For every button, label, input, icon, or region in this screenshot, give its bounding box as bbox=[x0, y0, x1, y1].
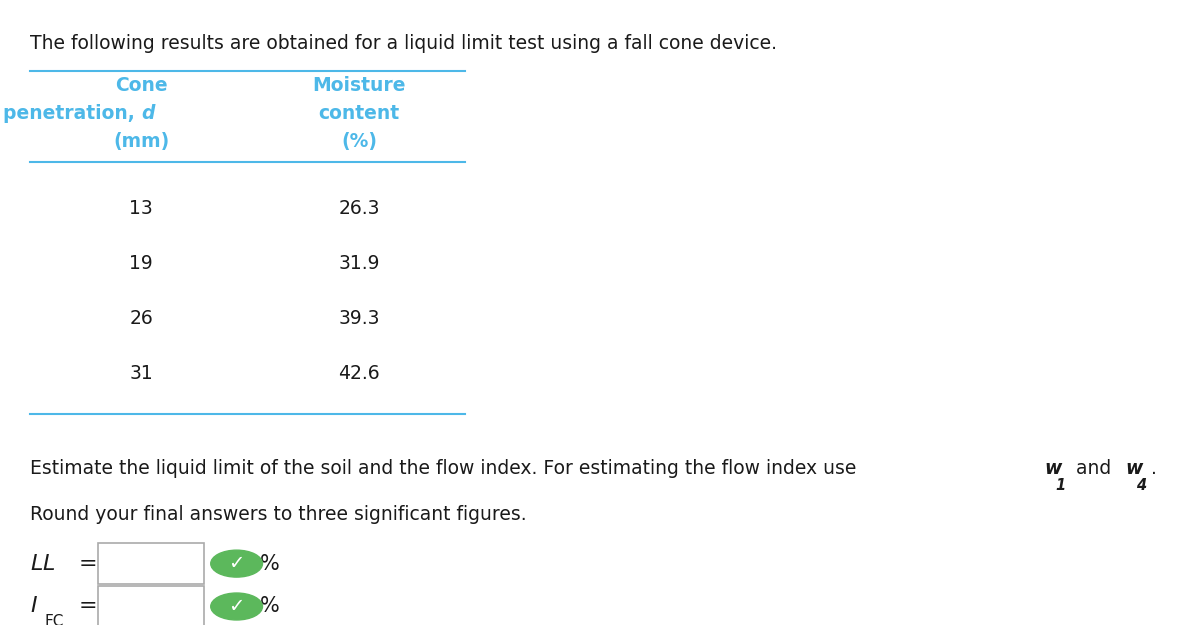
Text: 4: 4 bbox=[1136, 478, 1146, 493]
Text: Round your final answers to three significant figures.: Round your final answers to three signif… bbox=[30, 505, 527, 524]
Text: content: content bbox=[318, 104, 400, 123]
Text: and: and bbox=[1070, 459, 1117, 478]
Text: Estimate the liquid limit of the soil and the flow index. For estimating the flo: Estimate the liquid limit of the soil an… bbox=[30, 459, 862, 478]
FancyBboxPatch shape bbox=[98, 542, 204, 584]
Text: ✓: ✓ bbox=[228, 554, 245, 573]
Text: 26: 26 bbox=[130, 309, 154, 328]
Text: 31: 31 bbox=[130, 364, 154, 383]
Circle shape bbox=[211, 550, 263, 577]
Text: The following results are obtained for a liquid limit test using a fall cone dev: The following results are obtained for a… bbox=[30, 34, 776, 52]
Text: Moisture: Moisture bbox=[312, 76, 406, 96]
Text: =: = bbox=[79, 596, 97, 616]
Text: 13: 13 bbox=[130, 199, 154, 218]
Text: .: . bbox=[1151, 459, 1157, 478]
Text: ✓: ✓ bbox=[228, 597, 245, 616]
Text: (mm): (mm) bbox=[113, 131, 169, 151]
Text: 19: 19 bbox=[130, 254, 154, 273]
Text: =: = bbox=[79, 554, 97, 574]
Circle shape bbox=[211, 593, 263, 620]
Text: (%): (%) bbox=[341, 131, 377, 151]
Text: FC: FC bbox=[44, 614, 65, 625]
Text: $I$: $I$ bbox=[30, 596, 37, 616]
Text: w: w bbox=[1124, 459, 1142, 478]
Text: 1: 1 bbox=[1055, 478, 1066, 493]
Text: w: w bbox=[1044, 459, 1061, 478]
Text: 26.3: 26.3 bbox=[338, 199, 379, 218]
Text: Cone: Cone bbox=[115, 76, 168, 96]
Text: %: % bbox=[260, 554, 280, 574]
Text: penetration,: penetration, bbox=[4, 104, 142, 123]
Text: 39.3: 39.3 bbox=[338, 309, 379, 328]
Text: %: % bbox=[260, 596, 280, 616]
FancyBboxPatch shape bbox=[98, 586, 204, 625]
Text: d: d bbox=[142, 104, 155, 123]
Text: 42.6: 42.6 bbox=[338, 364, 379, 383]
Text: $LL$: $LL$ bbox=[30, 554, 55, 574]
Text: 31.9: 31.9 bbox=[338, 254, 379, 273]
